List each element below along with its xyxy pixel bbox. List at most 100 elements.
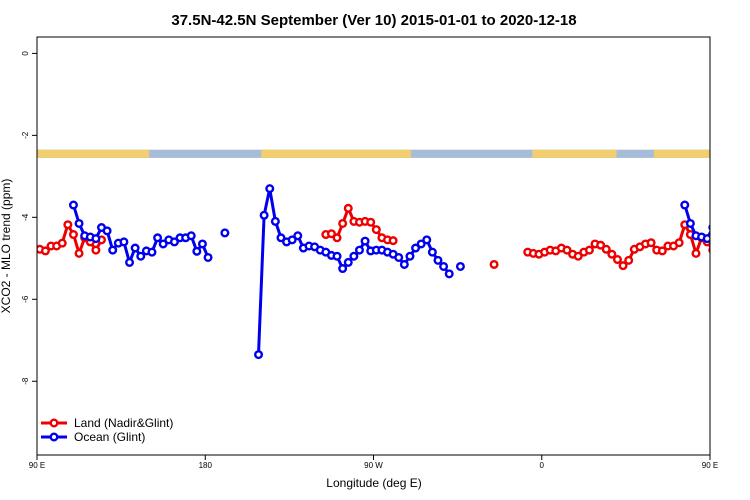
- data-point: [624, 255, 634, 265]
- data-point: [674, 238, 684, 248]
- data-point: [366, 217, 376, 227]
- data-point: [489, 259, 499, 269]
- data-point: [186, 231, 196, 241]
- data-point: [220, 228, 230, 238]
- data-point: [562, 245, 572, 255]
- data-point: [169, 237, 179, 247]
- y-tick-label: -6: [21, 295, 30, 303]
- x-tick-label: 180: [199, 461, 213, 470]
- data-point: [416, 239, 426, 249]
- data-point: [259, 210, 269, 220]
- y-axis-label: XCO2 - MLO trend (ppm): [0, 179, 13, 314]
- data-point: [108, 245, 118, 255]
- y-tick-label: -8: [21, 377, 30, 385]
- series-line: [72, 187, 710, 355]
- data-point: [68, 200, 78, 210]
- series-group: [37, 184, 710, 360]
- y-tick-label: -2: [21, 131, 30, 139]
- data-point: [371, 225, 381, 235]
- data-point: [702, 234, 710, 244]
- data-point: [422, 235, 432, 245]
- data-point: [433, 255, 443, 265]
- data-point: [680, 200, 690, 210]
- data-point: [254, 350, 264, 360]
- data-point: [192, 246, 202, 256]
- x-tick-label: 90 W: [364, 461, 383, 470]
- data-point: [91, 234, 101, 244]
- legend: Land (Nadir&Glint)Ocean (Glint): [41, 416, 173, 444]
- land-segment: [653, 149, 710, 158]
- data-point: [91, 245, 101, 255]
- data-point: [343, 257, 353, 267]
- data-point: [394, 252, 404, 262]
- data-point: [57, 238, 67, 248]
- data-point: [203, 252, 213, 262]
- series-ocean: [68, 184, 710, 360]
- data-point: [136, 251, 146, 261]
- legend-marker: [49, 432, 59, 442]
- land-ocean-strip: [37, 149, 710, 158]
- data-point: [68, 230, 78, 240]
- x-tick-label: 90 E: [29, 461, 45, 470]
- data-point: [130, 243, 140, 253]
- land-segment: [261, 149, 411, 158]
- data-point: [601, 244, 611, 254]
- land-segment: [532, 149, 617, 158]
- data-point: [685, 218, 695, 228]
- series-land: [37, 203, 710, 271]
- data-point: [158, 239, 168, 249]
- data-point: [125, 257, 135, 267]
- data-point: [411, 243, 421, 253]
- x-axis-label: Longitude (deg E): [326, 476, 421, 490]
- data-point: [427, 247, 437, 257]
- data-point: [646, 238, 656, 248]
- data-point: [399, 259, 409, 269]
- data-point: [360, 236, 370, 246]
- data-point: [197, 239, 207, 249]
- data-point: [349, 251, 359, 261]
- legend-marker: [49, 418, 59, 428]
- data-point: [338, 218, 348, 228]
- data-point: [74, 218, 84, 228]
- data-point: [573, 251, 583, 261]
- land-segment: [37, 149, 150, 158]
- data-point: [612, 255, 622, 265]
- chart-title: 37.5N-42.5N September (Ver 10) 2015-01-0…: [171, 12, 576, 29]
- data-point: [607, 249, 617, 259]
- data-point: [596, 240, 606, 250]
- data-point: [618, 261, 628, 271]
- data-point: [332, 233, 342, 243]
- data-point: [439, 261, 449, 271]
- legend-label: Ocean (Glint): [74, 430, 145, 444]
- y-tick-label: 0: [21, 51, 30, 56]
- data-point: [63, 220, 73, 230]
- data-point: [338, 264, 348, 274]
- data-point: [276, 233, 286, 243]
- data-point: [74, 248, 84, 258]
- data-point: [293, 231, 303, 241]
- data-point: [265, 184, 275, 194]
- data-point: [102, 226, 112, 236]
- x-tick-label: 90 E: [702, 461, 718, 470]
- data-point: [119, 237, 129, 247]
- data-point: [270, 216, 280, 226]
- data-point: [691, 248, 701, 258]
- data-point: [444, 269, 454, 279]
- data-point: [455, 261, 465, 271]
- data-point: [326, 229, 336, 239]
- data-point: [405, 251, 415, 261]
- data-point: [147, 247, 157, 257]
- y-tick-label: -4: [21, 213, 30, 221]
- legend-label: Land (Nadir&Glint): [74, 416, 173, 430]
- data-point: [332, 251, 342, 261]
- plot-frame: [36, 36, 711, 456]
- data-point: [388, 236, 398, 246]
- data-point: [153, 233, 163, 243]
- data-point: [287, 235, 297, 245]
- axis-ticks: 90 E 180 90 W 0 90 E 0 -2 -4 -6 -8: [21, 51, 718, 470]
- data-point: [657, 246, 667, 256]
- data-point: [354, 245, 364, 255]
- data-point: [584, 245, 594, 255]
- data-point: [343, 203, 353, 213]
